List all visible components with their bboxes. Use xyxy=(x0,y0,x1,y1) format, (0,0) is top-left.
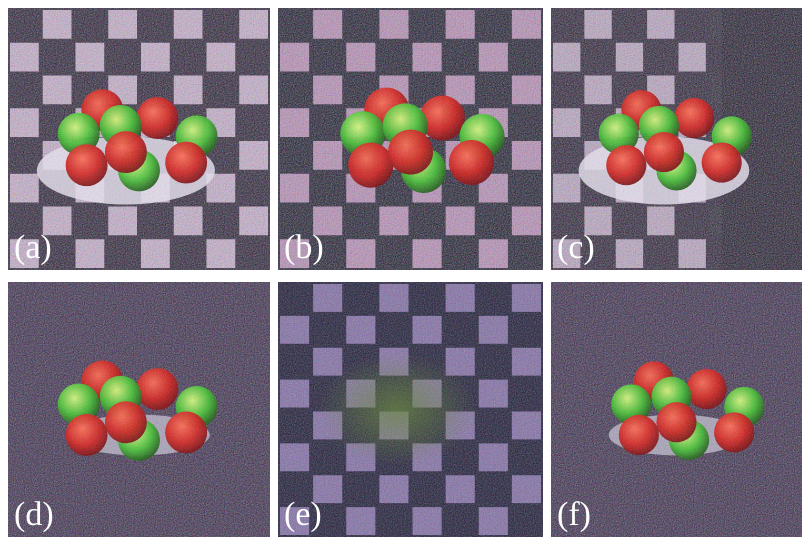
faint-fruit xyxy=(318,353,477,465)
figure: (a) (b) (c) (d) (e) (f) xyxy=(0,0,806,540)
panel: (b) xyxy=(278,8,543,270)
panel-label: (e) xyxy=(284,496,322,533)
panel-label: (b) xyxy=(284,229,324,266)
panel: (f) xyxy=(551,282,802,537)
panel: (c) xyxy=(551,8,806,270)
panel-label: (d) xyxy=(14,496,54,533)
panel-label: (f) xyxy=(557,496,591,533)
panel: (a) xyxy=(8,8,270,270)
panel-label: (c) xyxy=(557,229,595,266)
panel: (d) xyxy=(8,282,270,537)
panel: (e) xyxy=(278,282,543,537)
panel-label: (a) xyxy=(14,229,52,266)
